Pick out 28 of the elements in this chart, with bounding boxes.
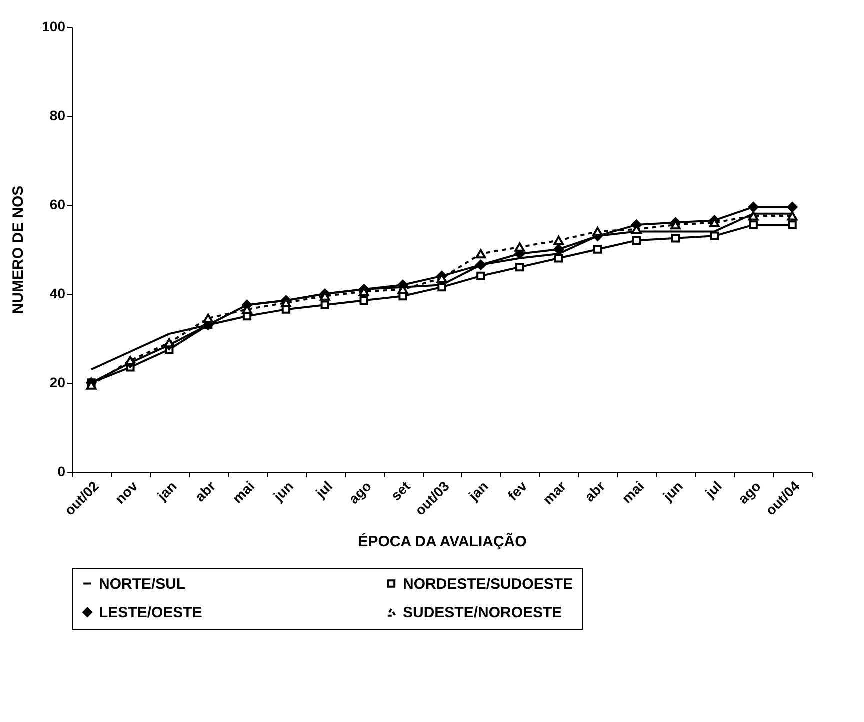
x-tick-label: mai [618,478,648,506]
x-tick-label: mai [229,478,258,506]
x-tick-label: jan [153,478,180,504]
x-tick-label: set [388,478,414,504]
x-tick-label: ago [735,478,764,507]
y-tick-label: 40 [50,286,66,302]
y-tick-label: 0 [58,464,66,480]
y-axis-title: NUMERO DE NOS [10,186,28,314]
x-tick-label: jun [270,478,297,505]
y-tick-label: 100 [42,18,66,34]
x-tick-label: jun [659,478,686,505]
legend-label: LESTE/OESTE [99,604,202,622]
x-tick-label: ago [346,478,375,507]
legend-label: SUDESTE/NOROESTE [403,604,562,622]
x-tick-label: nov [112,478,141,507]
x-tick-label: mar [540,478,570,508]
legend-label: NORDESTE/SUDOESTE [403,576,574,593]
y-tick-label: 20 [50,374,66,390]
x-tick-label: abr [192,478,220,505]
legend-label: NORTE/SUL [99,576,186,593]
x-tick-label: fev [504,478,530,504]
x-axis-title: ÉPOCA DA AVALIAÇÃO [358,532,528,551]
x-tick-label: jan [465,478,492,504]
x-tick-label: jul [312,478,336,502]
y-tick-label: 80 [50,108,66,124]
y-tick-label: 60 [50,196,66,212]
x-tick-label: abr [581,478,609,505]
x-tick-label: jul [701,478,726,502]
